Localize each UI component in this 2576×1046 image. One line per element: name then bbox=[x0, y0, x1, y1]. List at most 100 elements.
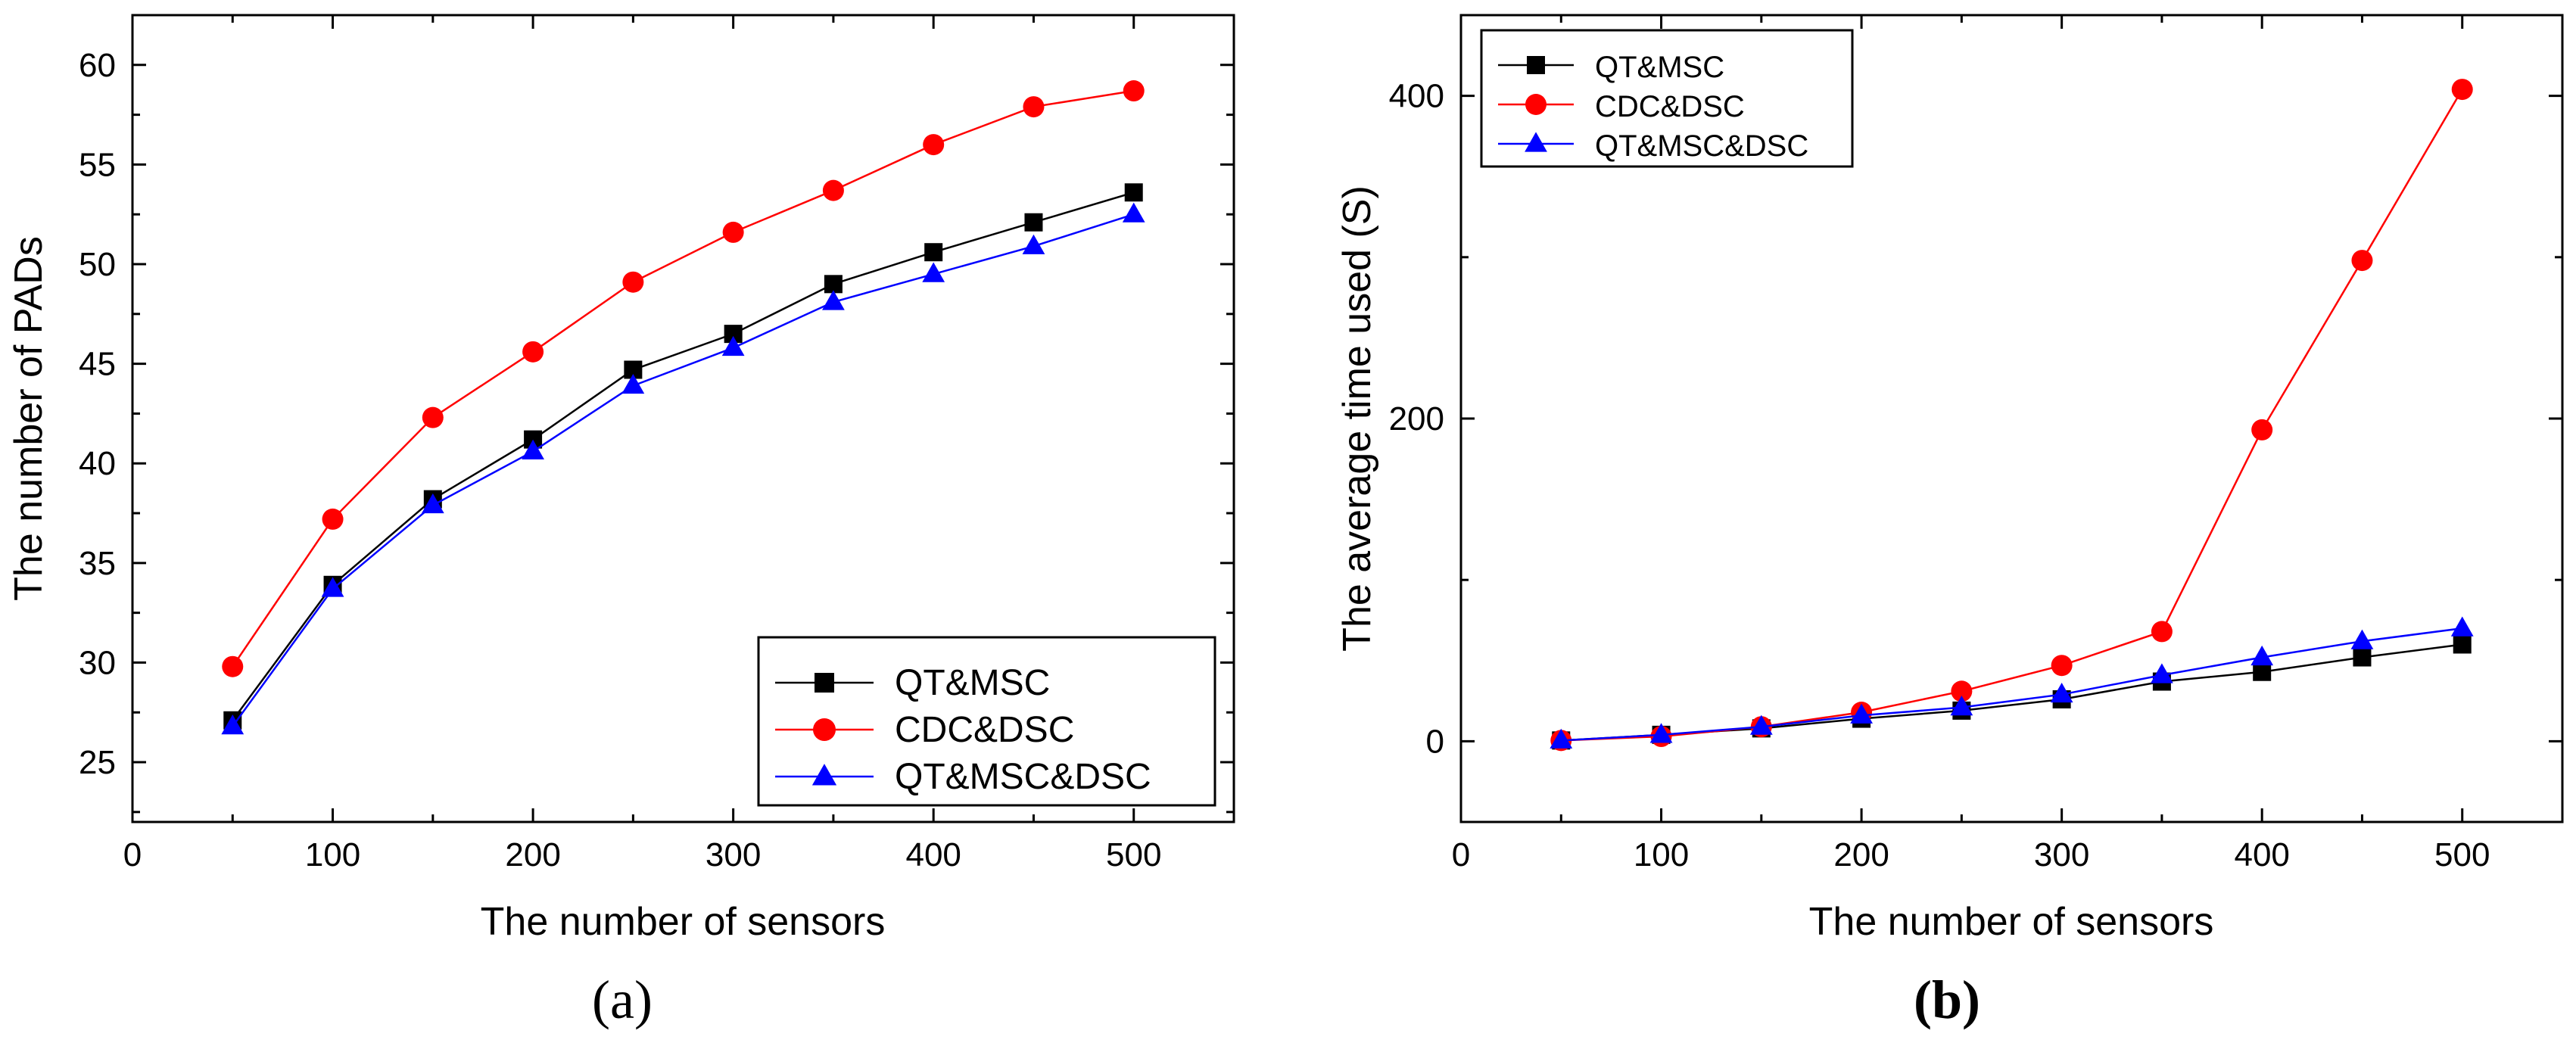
data-point bbox=[923, 134, 945, 156]
plot-area-b bbox=[1550, 79, 2474, 752]
series-line bbox=[232, 213, 1135, 727]
data-point bbox=[2451, 79, 2473, 101]
legend-label: QT&MSC bbox=[1595, 51, 1724, 84]
series-QT&MSC&DSC bbox=[221, 202, 1145, 735]
data-point bbox=[2051, 655, 2073, 677]
plot-area-a bbox=[221, 80, 1145, 735]
chart-panel-a: 0 100 200 300 400 500 25 30 35 40 45 50 55 60 The nu… bbox=[7, 14, 1235, 1030]
data-point bbox=[422, 406, 444, 428]
x-axis-b: 0 100 200 300 400 500 bbox=[1452, 15, 2564, 873]
data-point bbox=[621, 373, 645, 394]
data-point bbox=[1550, 728, 1573, 749]
data-point bbox=[922, 262, 945, 282]
x-tick-label: 100 bbox=[305, 836, 360, 873]
legend-label: CDC&DSC bbox=[1595, 90, 1745, 123]
data-point bbox=[822, 179, 844, 201]
series-line bbox=[232, 89, 1134, 668]
data-point bbox=[924, 243, 943, 262]
data-point bbox=[522, 439, 544, 460]
legend-item: CDC&DSC bbox=[1498, 90, 1745, 123]
y-tick-label: 55 bbox=[79, 146, 116, 183]
data-point bbox=[721, 335, 745, 356]
x-tick-label: 300 bbox=[706, 836, 761, 873]
y-tick-label: 50 bbox=[79, 246, 116, 283]
x-tick-label: 300 bbox=[2034, 836, 2089, 873]
data-point bbox=[2351, 250, 2373, 272]
data-point bbox=[722, 221, 744, 243]
legend-item: QT&MSC&DSC bbox=[775, 757, 1151, 797]
data-point bbox=[2151, 621, 2173, 643]
data-point bbox=[2050, 682, 2073, 703]
panel-label-a: (a) bbox=[592, 970, 653, 1030]
data-point bbox=[1124, 183, 1143, 202]
y-tick-label: 40 bbox=[79, 445, 116, 482]
panel-label-b: (b) bbox=[1914, 970, 1980, 1030]
x-axis-a: 0 100 200 300 400 500 bbox=[123, 15, 1235, 873]
y-tick-label: 200 bbox=[1389, 400, 1444, 437]
y-axis-b: 0 200 400 bbox=[1389, 78, 2562, 760]
data-point bbox=[1749, 714, 1773, 735]
data-point bbox=[622, 271, 644, 293]
y-tick-label: 60 bbox=[79, 47, 116, 84]
data-point bbox=[2253, 662, 2272, 681]
legend-item: CDC&DSC bbox=[775, 710, 1074, 750]
series-QT&MSC bbox=[223, 183, 1143, 730]
x-tick-label: 400 bbox=[905, 836, 961, 873]
plot-frame-a bbox=[131, 14, 1235, 823]
series-CDC&DSC bbox=[222, 80, 1145, 677]
x-tick-label: 500 bbox=[2434, 836, 2490, 873]
data-point bbox=[321, 577, 344, 597]
data-point bbox=[322, 508, 344, 530]
data-point bbox=[1649, 723, 1673, 743]
data-point bbox=[2350, 629, 2374, 649]
legend-marker bbox=[813, 718, 836, 741]
x-tick-label: 0 bbox=[123, 836, 142, 873]
y-tick-label: 25 bbox=[79, 744, 116, 781]
x-tick-label: 200 bbox=[1833, 836, 1889, 873]
legend-marker bbox=[811, 764, 837, 786]
data-point bbox=[2353, 648, 2372, 667]
y-axis-title-a: The number of PADs bbox=[7, 236, 51, 601]
x-tick-label: 100 bbox=[1634, 836, 1689, 873]
series-line bbox=[232, 191, 1135, 721]
legend-frame-a bbox=[757, 636, 1216, 807]
y-axis-a: 25 30 35 40 45 50 55 60 bbox=[79, 14, 1234, 814]
y-axis-title-b: The average time used (S) bbox=[1335, 185, 1379, 652]
y-tick-label: 35 bbox=[79, 545, 116, 582]
data-point bbox=[1022, 234, 1045, 254]
legend-label: QT&MSC&DSC bbox=[895, 757, 1151, 797]
legend-item: QT&MSC&DSC bbox=[1498, 129, 1808, 163]
y-tick-label: 0 bbox=[1426, 723, 1444, 760]
data-point bbox=[1024, 213, 1043, 232]
legend-marker bbox=[1525, 132, 1547, 152]
data-point bbox=[522, 341, 544, 363]
series-line bbox=[1561, 627, 2462, 742]
data-point bbox=[1950, 696, 1973, 716]
data-point bbox=[2453, 635, 2472, 654]
y-tick-label: 30 bbox=[79, 644, 116, 681]
data-point bbox=[1850, 703, 1873, 724]
series-CDC&DSC bbox=[1550, 79, 2473, 752]
legend-marker bbox=[1525, 94, 1547, 115]
data-point bbox=[221, 714, 245, 735]
data-point bbox=[1023, 96, 1045, 118]
x-axis-title-b: The number of sensors bbox=[1809, 900, 2214, 944]
series-QT&MSC&DSC bbox=[1550, 616, 2474, 749]
legend-marker bbox=[815, 673, 834, 693]
data-point bbox=[2250, 645, 2274, 666]
legend-item: QT&MSC bbox=[775, 663, 1050, 703]
x-tick-label: 200 bbox=[505, 836, 560, 873]
series-line bbox=[1561, 643, 2462, 742]
x-tick-label: 400 bbox=[2234, 836, 2289, 873]
data-point bbox=[2251, 419, 2273, 441]
data-point bbox=[822, 290, 845, 310]
data-point bbox=[1122, 202, 1145, 223]
legend-a: QT&MSC CDC&DSC QT&MSC&DSC bbox=[757, 636, 1216, 807]
data-point bbox=[1123, 80, 1145, 102]
legend-marker bbox=[1527, 56, 1545, 74]
x-tick-label: 500 bbox=[1106, 836, 1161, 873]
data-point bbox=[2450, 616, 2474, 637]
legend-frame-b bbox=[1480, 29, 1854, 168]
data-point bbox=[222, 655, 244, 677]
